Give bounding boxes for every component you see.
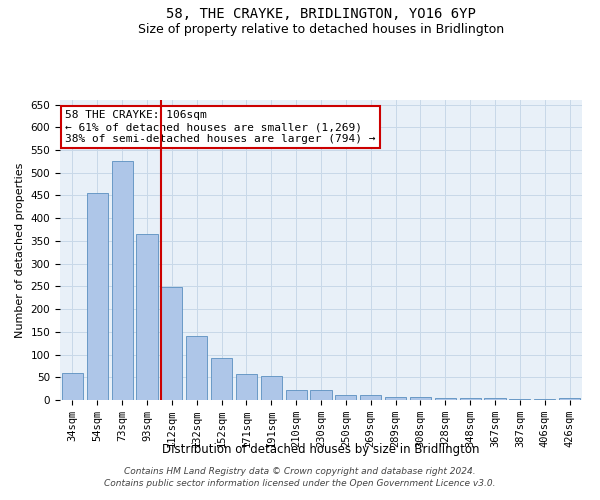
- Bar: [385, 397, 406, 400]
- Bar: [286, 390, 307, 400]
- Bar: [87, 193, 108, 400]
- Bar: [435, 398, 456, 400]
- Bar: [62, 372, 83, 400]
- Text: Size of property relative to detached houses in Bridlington: Size of property relative to detached ho…: [138, 22, 504, 36]
- Bar: [136, 234, 158, 400]
- Text: Contains HM Land Registry data © Crown copyright and database right 2024.
Contai: Contains HM Land Registry data © Crown c…: [104, 466, 496, 487]
- Bar: [161, 288, 182, 400]
- Bar: [112, 162, 133, 400]
- Bar: [211, 358, 232, 400]
- Bar: [460, 398, 481, 400]
- Bar: [335, 396, 356, 400]
- Bar: [261, 376, 282, 400]
- Text: Distribution of detached houses by size in Bridlington: Distribution of detached houses by size …: [162, 442, 480, 456]
- Bar: [310, 390, 332, 400]
- Bar: [410, 398, 431, 400]
- Bar: [534, 399, 555, 400]
- Text: 58 THE CRAYKE: 106sqm
← 61% of detached houses are smaller (1,269)
38% of semi-d: 58 THE CRAYKE: 106sqm ← 61% of detached …: [65, 110, 376, 144]
- Bar: [509, 398, 530, 400]
- Bar: [186, 336, 207, 400]
- Y-axis label: Number of detached properties: Number of detached properties: [15, 162, 25, 338]
- Bar: [484, 398, 506, 400]
- Text: 58, THE CRAYKE, BRIDLINGTON, YO16 6YP: 58, THE CRAYKE, BRIDLINGTON, YO16 6YP: [166, 8, 476, 22]
- Bar: [559, 398, 580, 400]
- Bar: [360, 394, 381, 400]
- Bar: [236, 374, 257, 400]
